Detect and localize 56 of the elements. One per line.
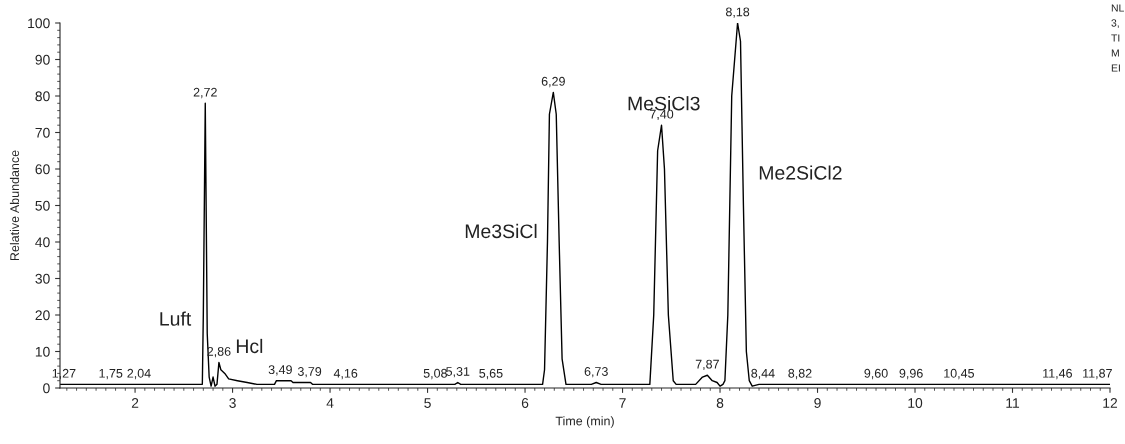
annotation: 6,29: [541, 76, 565, 88]
x-tick-label: 10: [908, 398, 923, 408]
annotation: 10,45: [944, 368, 974, 380]
annotation: Me2SiCl2: [759, 165, 842, 180]
annotation: 1,75: [99, 368, 123, 380]
annotation: 2,04: [127, 368, 151, 380]
x-tick-label: 5: [424, 398, 431, 408]
annotation: 3,49: [268, 365, 292, 376]
x-tick-label: 9: [814, 398, 821, 408]
x-tick-label: 6: [521, 398, 529, 408]
y-tick-label: 70: [35, 127, 50, 138]
annotation: 9,96: [899, 368, 923, 380]
text: NL: [1111, 4, 1124, 12]
annotation: 1,27: [52, 368, 76, 380]
y-tick-label: 0: [43, 383, 50, 394]
annotation: 3,79: [297, 367, 322, 378]
y-tick-label: 20: [35, 310, 50, 321]
annotation: 8,18: [725, 7, 750, 18]
y-tick-label: 40: [35, 237, 50, 248]
x-axis-title: Time (min): [555, 416, 614, 428]
annotation: 5,08: [423, 368, 447, 380]
annotation: 2,72: [193, 87, 217, 99]
y-tick-label: 100: [28, 18, 50, 29]
y-tick-label: 90: [35, 54, 50, 65]
annotation: MeSiCl3: [628, 96, 700, 111]
x-tick-label: 2: [131, 398, 139, 408]
annotation: Hcl: [236, 338, 263, 354]
annotation: 8,44: [751, 368, 775, 380]
annotation: 9,60: [864, 368, 888, 380]
annotation: 5,65: [479, 368, 503, 380]
text: EI: [1111, 64, 1120, 72]
x-tick-label: 11: [1006, 398, 1020, 408]
annotation: 8,82: [788, 368, 812, 380]
x-tick-label: 3: [229, 398, 236, 408]
text: M: [1111, 49, 1119, 57]
y-axis-title: Relative Abundance: [9, 150, 20, 261]
x-tick-label: 4: [326, 398, 334, 408]
y-tick-label: 80: [35, 91, 50, 102]
y-tick-label: 10: [35, 346, 50, 357]
text: 3,: [1111, 19, 1119, 28]
x-tick-label: 12: [1103, 398, 1118, 408]
annotation: Me3SiCl: [465, 223, 537, 239]
y-tick-label: 30: [35, 273, 50, 284]
y-tick-label: 50: [35, 200, 50, 211]
annotation: 11,46: [1043, 368, 1072, 380]
x-tick-label: 7: [619, 398, 626, 408]
annotation: 6,73: [584, 367, 608, 378]
annotation: 5,31: [446, 367, 470, 378]
annotation: 4,16: [333, 368, 358, 380]
annotation: 7,40: [650, 109, 674, 121]
annotation: 7,87: [695, 359, 719, 371]
annotation: 11,87: [1083, 368, 1112, 380]
y-tick-label: 60: [35, 164, 50, 175]
text: TI: [1111, 34, 1120, 42]
x-tick-label: 8: [716, 398, 724, 408]
annotation: Luft: [160, 311, 192, 326]
